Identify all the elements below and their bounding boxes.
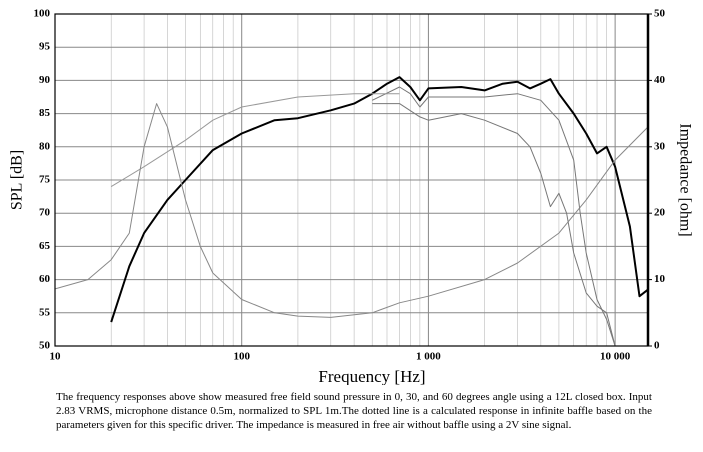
x-tick-label: 1 000 <box>416 351 441 363</box>
series-line <box>372 103 616 346</box>
y2-tick-label: 30 <box>654 140 666 152</box>
grid <box>54 13 648 347</box>
y2-tick-label: 20 <box>654 207 666 219</box>
y2-tick-label: 50 <box>654 8 666 20</box>
y-tick-label: 65 <box>39 240 51 252</box>
chart: Frequency [Hz] SPL [dB] Impedance [ohm] … <box>9 8 694 385</box>
x-tick-label: 100 <box>233 351 250 363</box>
series-line <box>55 103 648 318</box>
series-line <box>110 76 648 323</box>
caption: The frequency responses above show measu… <box>56 391 652 431</box>
series-line <box>371 86 616 346</box>
y-tick-label: 85 <box>39 107 51 119</box>
x-tick-label: 10 <box>50 351 62 363</box>
plot-lines <box>55 76 648 346</box>
y2-tick-label: 0 <box>654 340 660 352</box>
y2-axis-label: Impedance [ohm] <box>676 123 693 236</box>
x-tick-label: 10 000 <box>600 351 631 363</box>
x-axis-label: Frequency [Hz] <box>318 367 425 385</box>
y-tick-label: 75 <box>39 174 51 186</box>
y-tick-label: 55 <box>39 306 51 318</box>
y-tick-label: 95 <box>39 41 51 53</box>
y2-tick-label: 10 <box>654 273 666 285</box>
y-tick-label: 100 <box>34 8 51 20</box>
y-tick-label: 60 <box>39 273 51 285</box>
y-tick-label: 70 <box>39 207 51 219</box>
series-line <box>110 93 400 188</box>
y2-tick-label: 40 <box>654 74 666 86</box>
y-tick-label: 80 <box>39 140 51 152</box>
y-tick-label: 90 <box>39 74 51 86</box>
y-axis-label: SPL [dB] <box>9 150 26 210</box>
y-tick-label: 50 <box>39 340 51 352</box>
